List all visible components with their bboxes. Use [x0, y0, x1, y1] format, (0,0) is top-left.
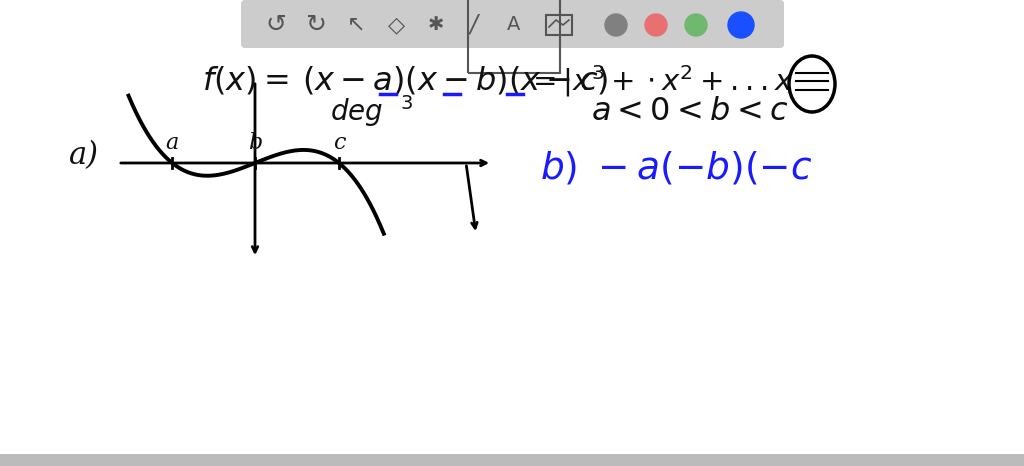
Text: a: a — [166, 132, 179, 154]
Text: c: c — [333, 132, 345, 154]
Text: ↺: ↺ — [265, 13, 287, 37]
Circle shape — [605, 14, 627, 36]
Text: $=|x^3+\cdot x^2+...x$: $=|x^3+\cdot x^2+...x$ — [526, 63, 794, 99]
Text: a): a) — [69, 141, 99, 171]
Text: $b)\ -a(-b)(-c$: $b)\ -a(-b)(-c$ — [540, 150, 812, 186]
Text: $deg\ \ ^3$: $deg\ \ ^3$ — [331, 93, 414, 129]
Text: $(x-a)(x-b)(x-c)$: $(x-a)(x-b)(x-c)$ — [302, 65, 608, 97]
Bar — [0, 454, 1024, 466]
Text: ↻: ↻ — [305, 13, 327, 37]
Text: $f(x) =$: $f(x) =$ — [202, 65, 289, 97]
Text: ✱: ✱ — [428, 15, 444, 34]
Text: ↖: ↖ — [347, 15, 366, 35]
FancyBboxPatch shape — [241, 0, 784, 48]
Text: A: A — [507, 15, 520, 34]
Circle shape — [728, 12, 754, 38]
Text: /: / — [470, 13, 478, 37]
Text: b: b — [248, 132, 262, 154]
Bar — [546, 15, 572, 35]
Circle shape — [685, 14, 707, 36]
Text: ◇: ◇ — [387, 15, 404, 35]
Text: $a < 0 < b < c$: $a < 0 < b < c$ — [591, 96, 788, 128]
Circle shape — [645, 14, 667, 36]
